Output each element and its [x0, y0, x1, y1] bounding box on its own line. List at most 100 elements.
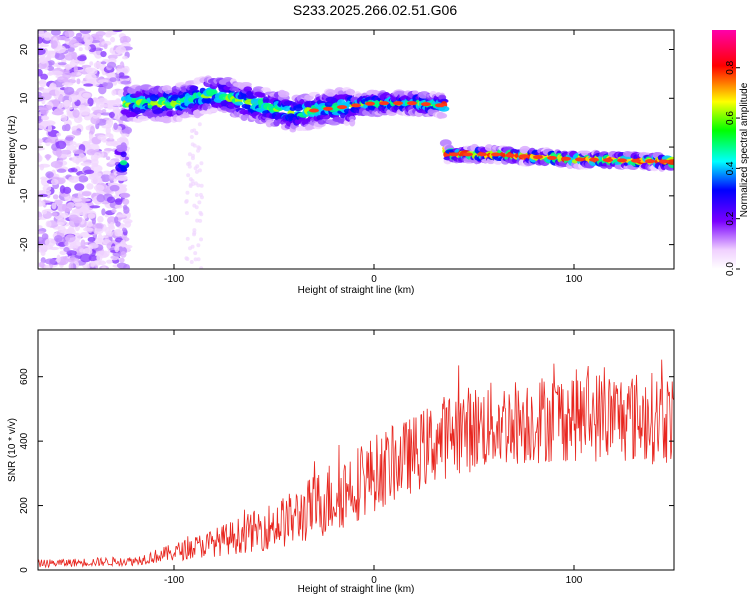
heat-blob [439, 98, 449, 104]
heat-blob [40, 177, 51, 187]
heat-blob [74, 183, 85, 191]
heat-blob [50, 160, 63, 169]
heat-blob [102, 234, 109, 239]
heat-blob [85, 73, 97, 83]
heat-blob [41, 209, 48, 215]
heat-core [547, 155, 557, 160]
heat-blob [106, 259, 113, 264]
heat-core [407, 101, 417, 106]
heat-blob [60, 149, 72, 155]
heat-blob [193, 251, 198, 256]
heat-blob [53, 98, 60, 108]
heat-blob [64, 241, 69, 247]
heat-blob [111, 208, 117, 214]
heat-blob [106, 196, 116, 204]
heat-blob [113, 122, 118, 131]
heat-blob [91, 177, 101, 185]
heat-blob [198, 210, 203, 215]
heat-blob [51, 110, 64, 116]
heat-blob [101, 109, 107, 114]
heat-blob [195, 218, 200, 223]
heat-blob [38, 163, 51, 168]
heat-blob [229, 87, 242, 92]
heat-blob [49, 246, 60, 251]
heat-blob [86, 183, 94, 190]
heat-blob [124, 221, 132, 228]
heat-blob [80, 162, 92, 167]
heat-core [309, 108, 319, 113]
heat-blob [112, 141, 124, 145]
heat-blob [194, 193, 199, 198]
heat-core [365, 101, 375, 106]
heat-core [323, 106, 333, 111]
heat-blob [38, 230, 45, 235]
heat-blob [55, 140, 67, 150]
heat-blob [93, 152, 102, 159]
heat-blob [60, 114, 68, 122]
heat-blob [278, 90, 290, 98]
heat-blob [317, 119, 326, 125]
heat-core [393, 101, 403, 106]
heat-blob [99, 104, 110, 108]
heat-blob [150, 99, 159, 107]
heat-blob [97, 233, 103, 242]
y-tick-label: -10 [19, 188, 30, 203]
heat-blob [96, 113, 102, 118]
heat-core [603, 158, 613, 163]
heat-blob [115, 221, 121, 227]
heat-blob [320, 114, 331, 120]
heat-blob [93, 184, 105, 192]
heat-blob [69, 242, 77, 249]
heat-blob [73, 43, 83, 47]
heat-blob [109, 159, 116, 165]
heat-blob [97, 215, 104, 223]
heat-blob [71, 168, 78, 173]
snr-frame [37, 329, 675, 571]
heat-blob [89, 266, 96, 269]
heat-blob [87, 213, 96, 219]
heat-blob [64, 64, 72, 70]
heat-blob [90, 260, 96, 268]
heat-blob [57, 104, 64, 109]
heat-blob [114, 244, 120, 253]
heat-blob [194, 131, 199, 136]
heat-blob [68, 214, 79, 222]
heat-blob [57, 218, 67, 226]
heat-blob [69, 141, 77, 146]
heat-blob [116, 262, 127, 269]
colorbar-tick-label: 0.8 [725, 60, 736, 74]
heat-blob [74, 202, 83, 207]
heat-blob [57, 62, 67, 66]
heat-blob [72, 109, 80, 118]
heat-core [379, 101, 389, 106]
heat-blob [243, 86, 253, 93]
heat-blob [51, 70, 63, 76]
heat-blob [197, 168, 202, 173]
heat-blob [93, 227, 104, 235]
heatmap-frame [37, 29, 675, 270]
heat-blob [44, 258, 57, 265]
heat-core [575, 157, 585, 162]
heat-blob [56, 254, 61, 263]
heat-blob [50, 30, 61, 36]
snr-series-line [38, 359, 674, 569]
heat-blob [68, 94, 78, 103]
heat-blob [196, 148, 201, 153]
heat-blob [82, 247, 93, 256]
y-tick-label: 10 [19, 92, 30, 104]
heat-blob [79, 208, 91, 213]
heat-blob [38, 36, 43, 44]
heat-blob [98, 177, 103, 184]
heat-blob [94, 172, 102, 180]
heat-blob [120, 151, 127, 158]
heat-blob [71, 198, 83, 202]
heat-blob [101, 266, 107, 269]
heat-blob [87, 236, 96, 243]
heat-blob [89, 61, 94, 66]
heat-blob [205, 89, 218, 95]
heat-blob [112, 251, 123, 257]
snr-axes: -100 0 100 0 200 400 600 [19, 330, 674, 586]
heat-blob [345, 88, 356, 96]
heat-blob [64, 123, 71, 132]
